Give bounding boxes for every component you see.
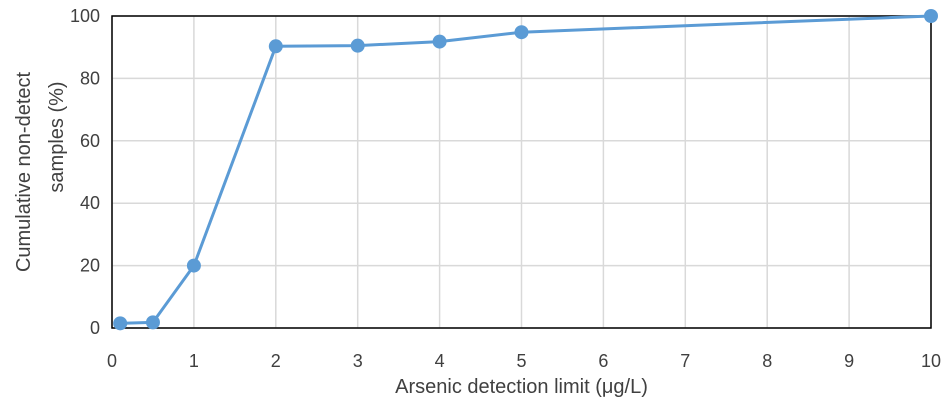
y-tick-label: 60 xyxy=(80,131,100,151)
y-tick-labels: 0 20 40 60 80 100 xyxy=(70,6,100,338)
x-tick-label: 10 xyxy=(921,351,941,371)
data-point xyxy=(514,25,529,40)
data-point xyxy=(432,34,447,49)
y-tick-label: 0 xyxy=(90,318,100,338)
x-tick-label: 0 xyxy=(107,351,117,371)
data-point xyxy=(113,316,128,331)
x-tick-label: 6 xyxy=(598,351,608,371)
data-point xyxy=(186,258,201,273)
x-tick-label: 8 xyxy=(762,351,772,371)
series-layer xyxy=(113,9,938,331)
data-point xyxy=(268,39,283,54)
x-tick-labels: 0 1 2 3 4 5 6 7 8 9 10 xyxy=(107,351,941,371)
x-tick-label: 4 xyxy=(435,351,445,371)
y-tick-label: 100 xyxy=(70,6,100,26)
x-tick-label: 5 xyxy=(516,351,526,371)
plot-area-frame xyxy=(111,15,932,329)
x-tick-label: 3 xyxy=(353,351,363,371)
series-line xyxy=(120,14,932,325)
x-tick-label: 1 xyxy=(189,351,199,371)
gridlines xyxy=(111,15,932,329)
data-point xyxy=(145,315,160,330)
data-point xyxy=(350,38,365,53)
y-tick-label: 80 xyxy=(80,68,100,88)
y-tick-label: 40 xyxy=(80,193,100,213)
x-tick-label: 7 xyxy=(680,351,690,371)
data-point xyxy=(924,9,938,23)
x-tick-label: 2 xyxy=(271,351,281,371)
y-axis-title-line-1: Cumulative non-detect xyxy=(13,72,35,273)
x-tick-label: 9 xyxy=(844,351,854,371)
y-axis-title-line-2: samples (%) xyxy=(46,81,68,192)
y-tick-label: 20 xyxy=(80,256,100,276)
x-axis-title: Arsenic detection limit (μg/L) xyxy=(395,376,648,398)
